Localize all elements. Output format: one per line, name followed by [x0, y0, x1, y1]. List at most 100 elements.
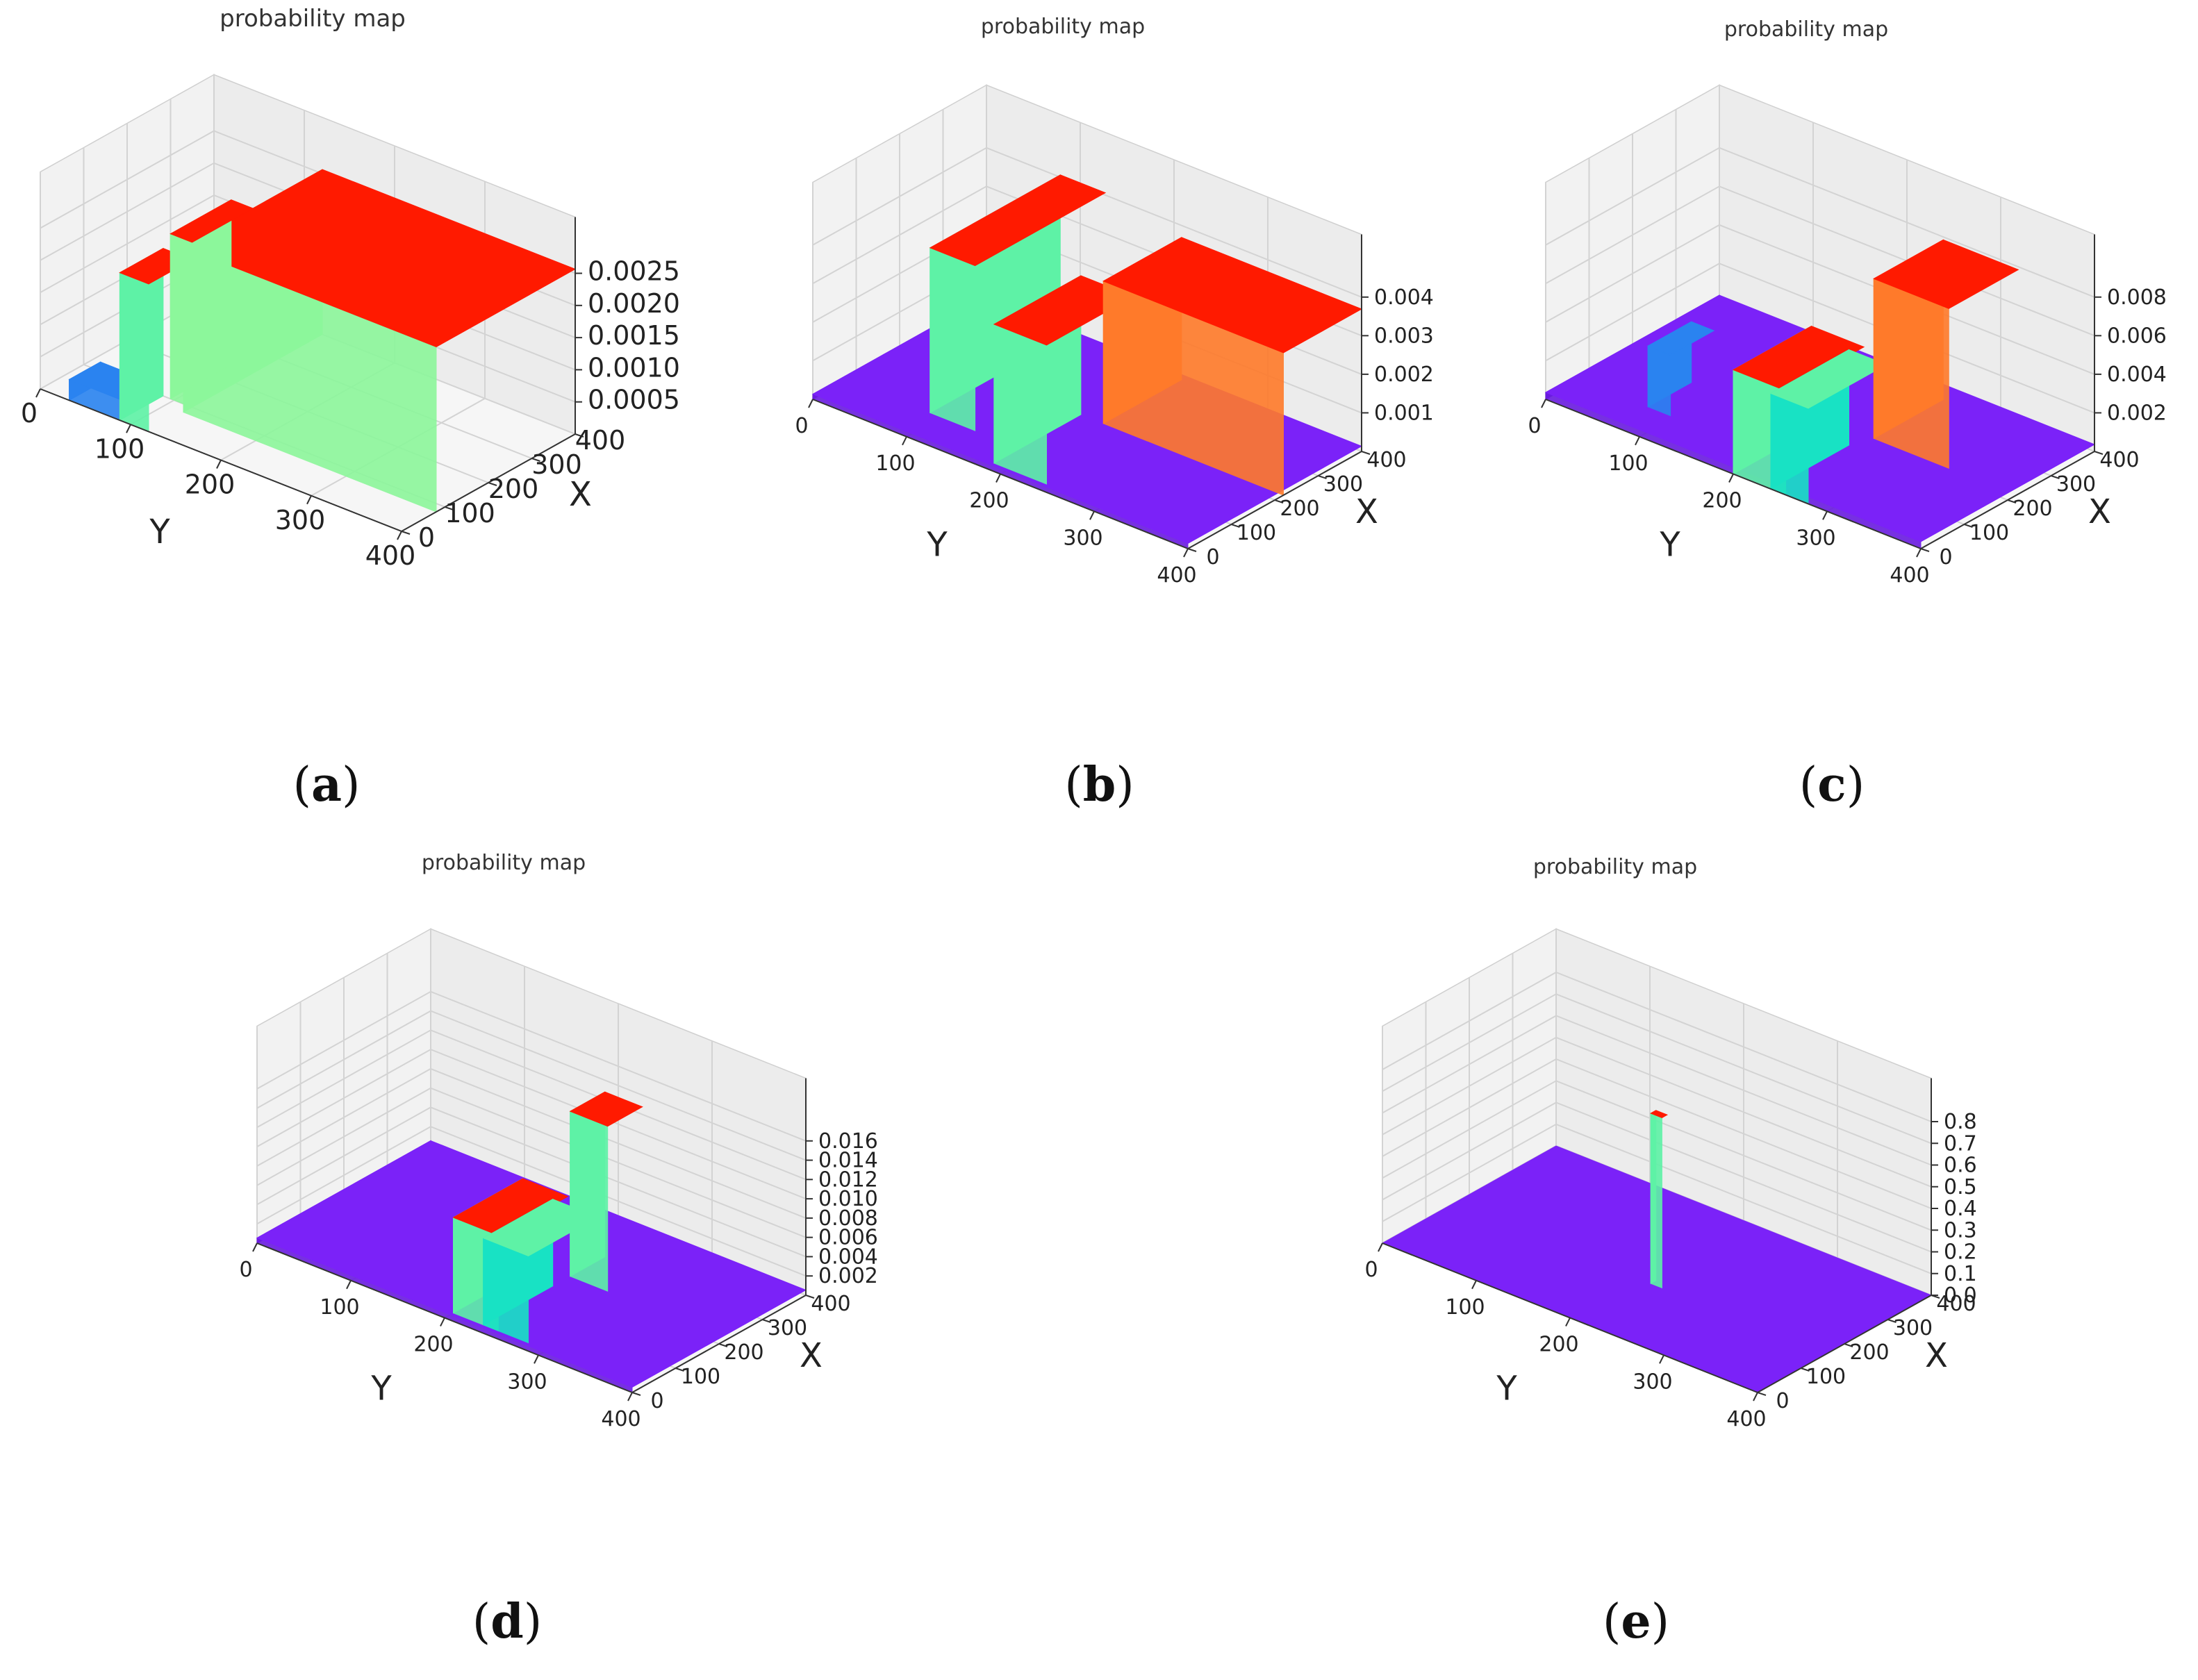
x-tick: [2051, 475, 2060, 479]
gridline: [1545, 263, 2095, 414]
panel-c: 0 100 200 300 400 0 100 200 300 400 0.002 0.004 0.00…: [1466, 0, 2198, 840]
x-tick: [2007, 499, 2017, 504]
y-tick-label: 300: [1633, 1370, 1672, 1394]
x-tick: [675, 1367, 684, 1372]
surface-top: [452, 1178, 569, 1236]
panel-e: 0 100 200 300 400 0 100 200 300 400 0.0 0.1 0.2 0.3 0.…: [1306, 840, 2039, 1680]
z-tick-label: 0.1: [1944, 1262, 1977, 1286]
caption-e-letter: e: [1621, 1594, 1651, 1649]
caption-e: (e): [1306, 1594, 1966, 1649]
gridline: [1382, 1080, 1932, 1231]
y-tick: [808, 399, 813, 408]
gridline: [1382, 971, 1932, 1122]
x-tick: [1274, 499, 1284, 504]
y-tick-label: 0: [795, 414, 808, 438]
x-tick-label: 400: [811, 1292, 850, 1316]
x-tick: [401, 531, 411, 535]
surface-front: [1770, 392, 1809, 505]
y-tick: [1378, 1242, 1383, 1252]
x-tick: [1231, 524, 1240, 528]
gridline: [1382, 1058, 1932, 1209]
y-tick: [216, 460, 222, 469]
x-tick-label: 300: [531, 449, 582, 480]
x-axis-label: X: [1355, 492, 1378, 531]
y-tick-label: 100: [320, 1295, 359, 1320]
y-tick: [252, 1242, 258, 1252]
chart-e: 010020030040001002003004000.00.10.20.30.…: [1364, 855, 1977, 1431]
surface-top: [569, 1091, 643, 1127]
y-tick-label: 300: [1063, 526, 1102, 550]
gridline: [1382, 1036, 1932, 1188]
y-axis-label: Y: [1496, 1369, 1517, 1408]
x-tick-label: 200: [1849, 1340, 1889, 1365]
surface-top: [1647, 321, 1715, 356]
z-tick-label: 0.0010: [588, 352, 680, 383]
y-tick: [306, 495, 312, 505]
y-tick: [1183, 548, 1189, 558]
gridline: [256, 1067, 807, 1219]
y-tick: [1089, 510, 1095, 520]
caption-d-open: (: [472, 1595, 491, 1649]
caption-b-close: ): [1116, 758, 1134, 813]
x-tick-label: 400: [2099, 448, 2139, 472]
z-tick-label: 0.3: [1944, 1218, 1977, 1242]
x-tick: [2094, 451, 2104, 455]
gridline: [256, 1106, 807, 1258]
x-tick-label: 300: [1893, 1316, 1933, 1340]
chart-b: 010020030040001002003004000.0010.0020.00…: [795, 15, 1434, 588]
x-tick: [1318, 475, 1327, 479]
z-tick-label: 0.001: [1374, 401, 1434, 425]
caption-a-close: ): [342, 758, 361, 813]
surface-front: [119, 272, 149, 433]
y-tick-label: 0: [21, 398, 38, 429]
gridline: [1382, 993, 1932, 1145]
z-tick-label: 0.4: [1944, 1197, 1977, 1221]
y-tick: [126, 424, 131, 433]
y-tick: [1753, 1392, 1758, 1402]
caption-d: (d): [181, 1594, 834, 1649]
y-tick-label: 0: [1528, 414, 1541, 438]
y-tick-label: 300: [507, 1370, 547, 1394]
y-tick: [1471, 1280, 1477, 1290]
y-tick-label: 100: [1445, 1295, 1485, 1320]
surface-front: [1873, 278, 1949, 469]
x-tick: [1887, 1319, 1897, 1323]
y-axis-label: Y: [370, 1369, 392, 1408]
caption-b-open: (: [1064, 758, 1083, 813]
y-tick-label: 100: [94, 433, 145, 464]
x-tick-label: 300: [2056, 472, 2096, 497]
z-tick-label: 0.004: [2107, 363, 2167, 387]
x-axis-label: X: [800, 1336, 823, 1375]
chart-title: probability map: [981, 15, 1145, 39]
x-axis-label: X: [1925, 1336, 1948, 1375]
x-tick: [718, 1343, 728, 1347]
surface-top: [1732, 325, 1865, 392]
surface-front: [1647, 345, 1671, 417]
z-tick-label: 0.8: [1944, 1110, 1977, 1134]
gridline: [812, 147, 1362, 298]
y-tick-label: 400: [1157, 563, 1196, 588]
z-tick-label: 0.6: [1944, 1154, 1977, 1178]
chart-title: probability map: [220, 5, 406, 33]
surface-front: [929, 247, 976, 431]
x-tick: [1964, 524, 1973, 528]
x-tick: [631, 1392, 641, 1396]
gridline: [1382, 1015, 1932, 1166]
surface-front: [570, 1111, 609, 1292]
caption-d-letter: d: [490, 1594, 524, 1649]
panel-d: 0 100 200 300 400 0 100 200 300 400 0.002 0.004 0.00…: [181, 840, 914, 1680]
y-tick: [397, 531, 402, 540]
y-tick-label: 0: [239, 1258, 252, 1282]
x-tick: [1801, 1367, 1810, 1372]
z-tick-label: 0.006: [818, 1226, 878, 1250]
x-axis-label: X: [569, 475, 592, 514]
x-tick-label: 400: [1936, 1292, 1976, 1316]
caption-a: (a): [0, 757, 653, 813]
gridline: [1382, 1101, 1932, 1253]
y-tick-label: 400: [1726, 1407, 1766, 1431]
z-tick-label: 0.008: [2107, 285, 2167, 310]
z-tick-label: 0.0025: [588, 256, 680, 287]
gridline: [256, 990, 807, 1142]
x-tick-label: 0: [1939, 545, 1952, 569]
z-tick-label: 0.002: [1374, 363, 1434, 387]
